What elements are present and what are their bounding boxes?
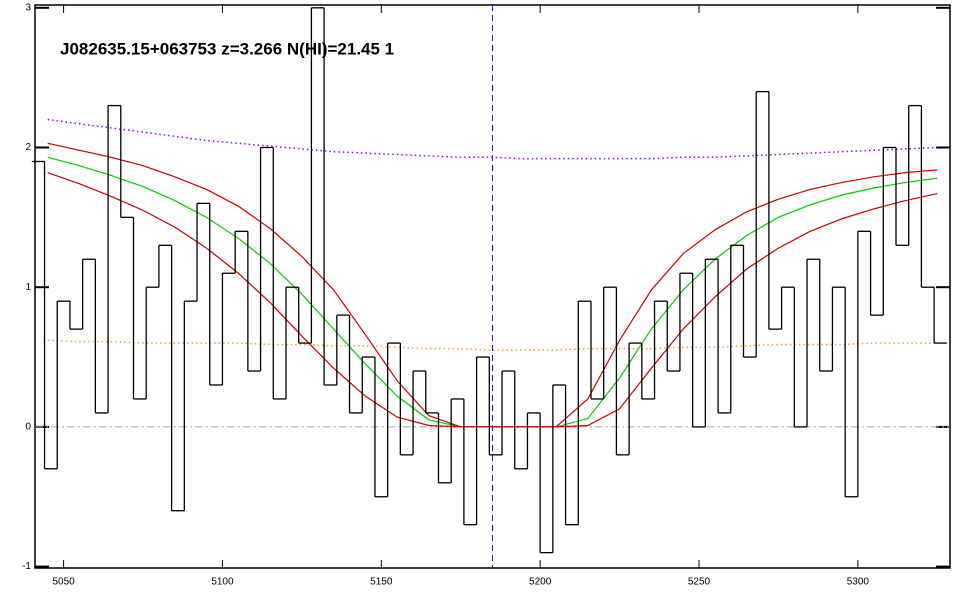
- y-tick-label: 0: [25, 422, 31, 433]
- y-tick-label: 1: [25, 282, 31, 293]
- x-tick-label: 5200: [529, 577, 552, 588]
- x-tick-label: 5300: [847, 577, 870, 588]
- x-tick-label: 5100: [211, 577, 234, 588]
- y-tick-label: 2: [25, 142, 31, 153]
- y-tick-label: 3: [25, 2, 31, 13]
- x-tick-label: 5150: [370, 577, 393, 588]
- x-tick-label: 5050: [52, 577, 75, 588]
- x-tick-label: 5250: [688, 577, 711, 588]
- model-line: [47, 118, 938, 160]
- model-line: [47, 172, 938, 428]
- chart-title: J082635.15+063753 z=3.266 N(HI)=21.45 1: [60, 39, 394, 58]
- y-tick-label: -1: [22, 561, 31, 572]
